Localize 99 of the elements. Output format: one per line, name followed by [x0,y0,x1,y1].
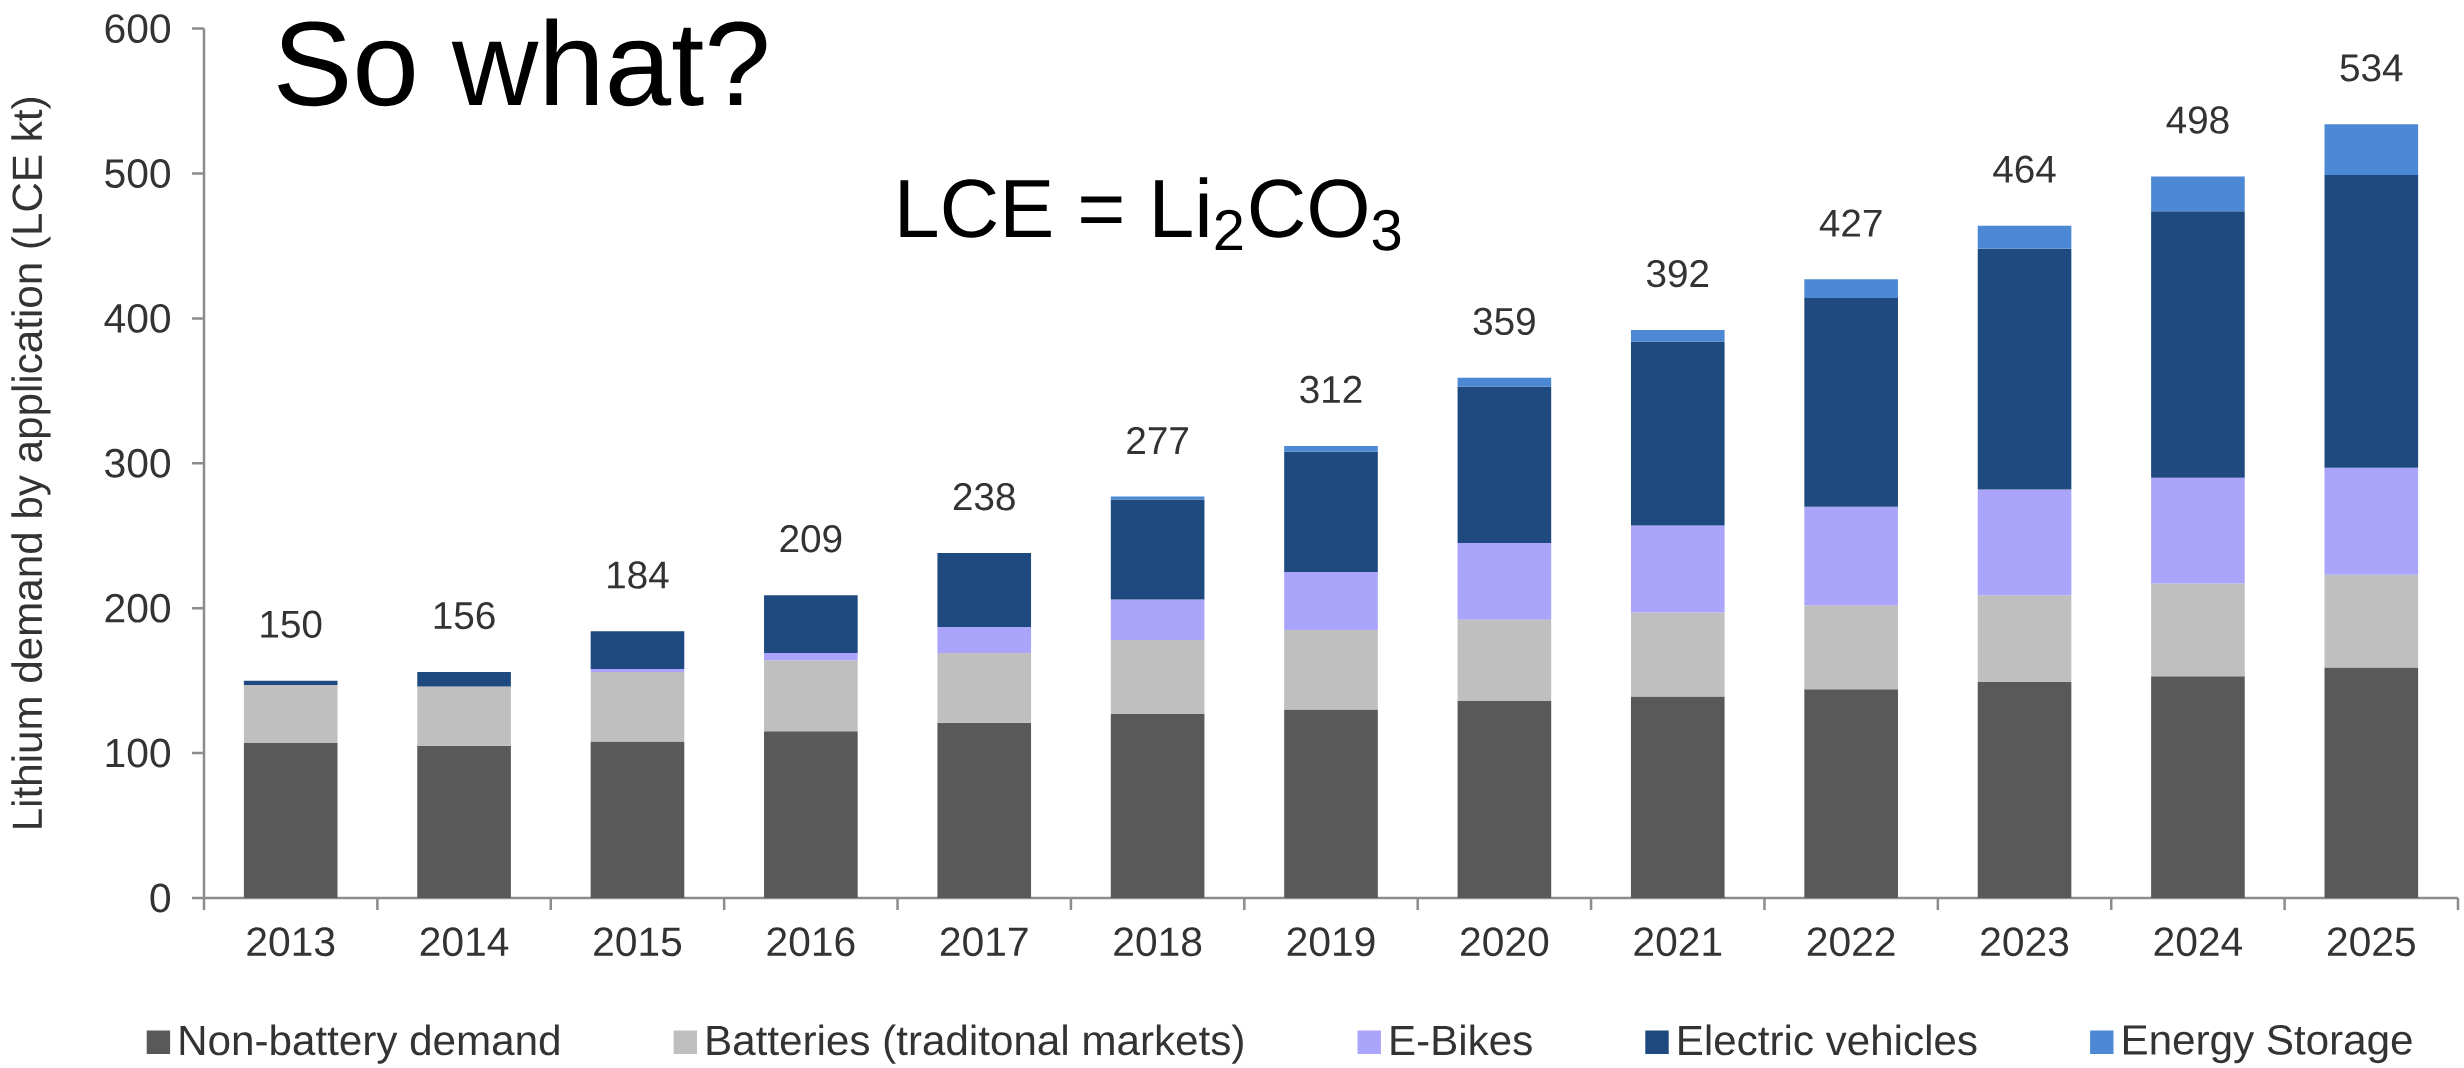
annotation: LCE = Li$_{2}$CO$_{3}$ [900,177,1401,251]
bar [1977,595,2072,683]
total-label: 209 [780,525,842,553]
bar [1630,341,1725,526]
bar [1804,279,1898,299]
bar [1804,298,1898,507]
x-tick-label: 2020 [1461,927,1549,957]
y-tick-label: 0 [150,883,171,913]
bar [2151,211,2245,478]
bar [1630,525,1725,613]
total-label: 534 [2340,54,2403,82]
bar [1977,225,2072,249]
total-label: 498 [2166,106,2229,134]
y-tick-label: 500 [105,159,171,188]
total-label: 277 [1127,426,1188,454]
legend-label: Energy Storage [2124,1024,2412,1064]
bar [2151,176,2245,212]
bar [1630,329,1725,342]
bar [1284,451,1378,572]
bar [1284,709,1378,898]
total-label: 359 [1473,307,1535,336]
legend-label: E-Bikes [1391,1024,1532,1056]
bar [2151,583,2245,677]
x-tick-label: 2017 [940,927,1028,957]
total-label: 427 [1819,209,1882,237]
bar [417,671,511,687]
x-tick-label: 2016 [767,927,855,957]
bar [1977,248,2072,490]
y-tick-label: 400 [104,303,171,333]
bar [2324,467,2419,575]
x-tick-label: 2019 [1287,927,1375,957]
bar [1284,629,1378,710]
bar [937,653,1032,723]
x-tick-label: 2021 [1634,927,1722,957]
bar [1977,682,2072,898]
bar [590,741,685,898]
bar [417,686,511,746]
bar [1630,696,1725,898]
y-axis-title: Lithium demand by application (LCE kt) [11,98,51,828]
bar [1804,689,1898,898]
bar [764,660,858,732]
bar [1110,599,1205,641]
x-tick-label: 2015 [594,927,682,957]
bar [2324,574,2419,668]
total-label: 238 [953,483,1015,511]
total-label: 392 [1647,259,1709,288]
legend-label: Electric vehicles [1679,1024,1977,1056]
y-tick-label: 600 [105,14,171,44]
bar [1110,640,1205,714]
bar [1457,377,1552,387]
total-label: 312 [1300,375,1362,404]
bar [1630,612,1725,697]
bar [590,669,685,672]
x-tick-label: 2018 [1114,927,1202,957]
bar [2151,477,2245,584]
chart-title: So what? [278,18,767,107]
bar [1804,506,1898,606]
bar [243,684,338,743]
bar [937,627,1032,654]
bar [1457,386,1552,543]
bar [2324,124,2419,175]
bar [1977,489,2072,596]
bar [243,742,338,898]
bar [764,595,858,654]
y-tick-label: 200 [105,593,171,623]
bar [2151,676,2245,898]
y-tick-label: 300 [105,448,171,478]
bar [590,631,685,670]
bar [1457,700,1552,898]
bar [1110,713,1205,898]
total-label: 184 [608,561,669,589]
bar [417,745,511,898]
bar [590,671,685,742]
bar [1284,445,1378,452]
bar [1284,571,1378,630]
bar [937,553,1032,628]
bar [1804,605,1898,690]
x-tick-label: 2023 [1981,927,2069,957]
bar [764,731,858,898]
x-tick-label: 2022 [1807,927,1895,957]
bar [1457,619,1552,701]
x-tick-label: 2025 [2328,927,2415,957]
bar [243,680,338,685]
x-tick-label: 2014 [420,927,509,957]
total-label: 150 [261,610,322,638]
legend-label: Non-battery demand [180,1024,559,1064]
legend-label: Batteries (traditonal markets) [707,1024,1243,1064]
bar [2324,174,2419,468]
bar [764,653,858,661]
bar [1110,499,1205,600]
total-label: 156 [434,601,495,630]
total-label: 464 [1993,155,2056,183]
bar [1110,496,1205,500]
bar [2324,667,2419,898]
x-tick-label: 2013 [247,927,335,957]
y-tick-label: 100 [106,738,171,768]
bar [937,722,1032,898]
bar [1457,542,1552,620]
x-tick-label: 2024 [2154,927,2243,957]
